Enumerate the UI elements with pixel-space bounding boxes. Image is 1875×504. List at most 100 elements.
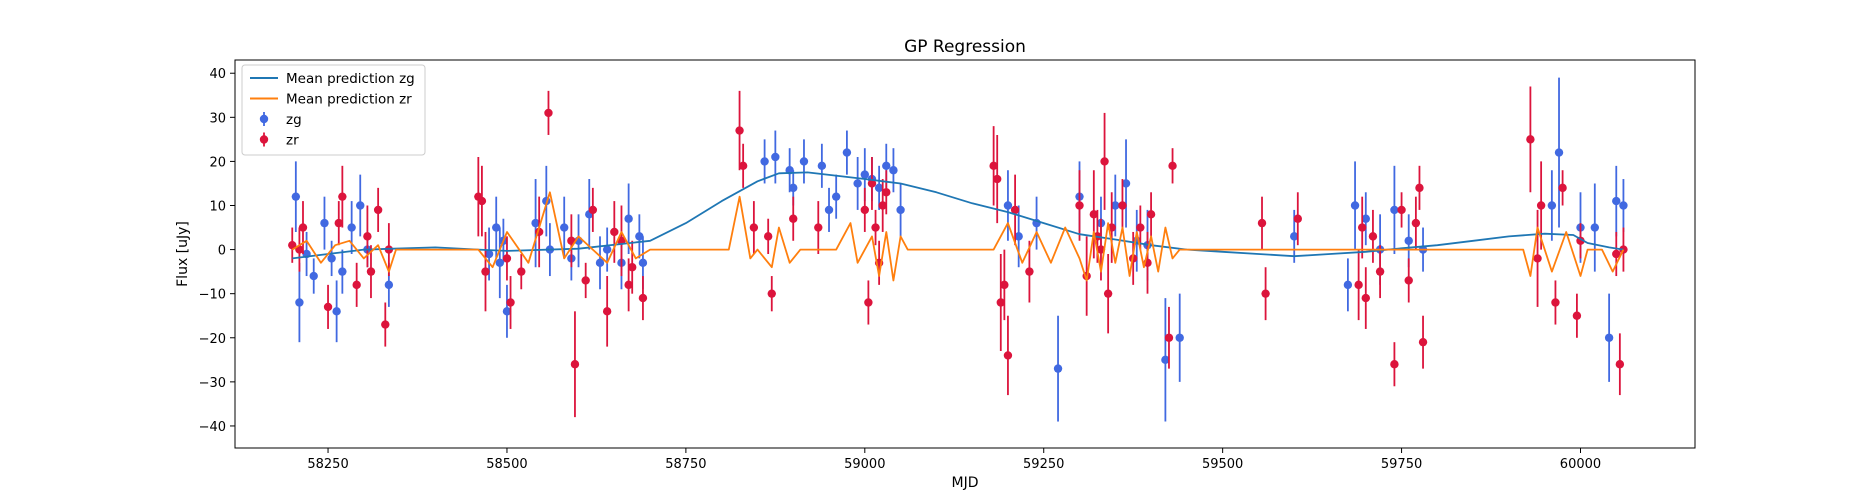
- data-point-zg: [560, 223, 569, 232]
- data-point-zr: [1136, 223, 1145, 232]
- data-point-zr: [570, 360, 580, 369]
- data-point-zr: [628, 263, 637, 272]
- legend-entry: Mean prediction zg: [250, 71, 415, 87]
- y-axis-label: Flux [uJy]: [175, 221, 191, 287]
- data-point-zr: [323, 302, 333, 312]
- data-point-zr: [789, 214, 798, 223]
- data-point-zr: [1368, 232, 1378, 241]
- data-point-zr: [338, 192, 347, 201]
- data-point-zg: [638, 258, 648, 268]
- data-point-zr: [581, 276, 590, 285]
- series-zr: [288, 86, 1628, 418]
- data-point-zr: [506, 298, 515, 307]
- data-point-zr: [1533, 254, 1542, 263]
- y-tick-label: 30: [209, 111, 226, 126]
- data-point-zr: [381, 320, 390, 329]
- plot-data-layer: [288, 77, 1628, 422]
- data-point-zr: [735, 126, 744, 135]
- data-point-zr: [1404, 276, 1413, 285]
- data-point-zg: [531, 218, 540, 228]
- chart-title: GP Regression: [904, 37, 1026, 57]
- data-point-zg: [295, 298, 304, 307]
- legend-entry: Mean prediction zr: [250, 92, 412, 108]
- data-point-zr: [1551, 298, 1560, 307]
- data-point-zg: [1161, 355, 1170, 365]
- data-point-zg: [799, 157, 809, 166]
- data-point-zr: [1615, 360, 1625, 369]
- data-point-zg: [1350, 201, 1360, 210]
- data-point-zr: [878, 201, 887, 210]
- data-point-zr: [588, 205, 598, 215]
- data-point-zg: [1121, 179, 1131, 188]
- data-point-zr: [1118, 201, 1127, 210]
- data-point-zr: [1354, 280, 1363, 290]
- legend-entry: zg: [259, 112, 302, 128]
- data-point-zr: [610, 227, 619, 237]
- y-tick-label: 40: [209, 67, 226, 82]
- y-tick-label: 20: [209, 155, 226, 170]
- data-point-zr: [366, 267, 376, 276]
- data-point-zr: [871, 223, 880, 232]
- data-point-zr: [602, 307, 612, 316]
- data-point-zr: [1146, 210, 1156, 219]
- data-point-zg: [1003, 201, 1013, 210]
- legend-box: [241, 64, 426, 156]
- x-tick-label: 58500: [486, 457, 527, 472]
- series-line-Mean prediction zr: [291, 191, 1625, 282]
- data-point-zg: [595, 258, 605, 268]
- data-point-zr: [1100, 157, 1109, 166]
- data-point-zr: [624, 280, 633, 290]
- data-point-zg: [1604, 333, 1614, 342]
- data-point-zr: [882, 188, 891, 197]
- data-point-zg: [332, 307, 341, 316]
- data-point-zg: [1619, 201, 1628, 210]
- data-point-zg: [635, 232, 644, 241]
- data-point-zr: [763, 232, 773, 241]
- data-point-zg: [338, 267, 347, 276]
- data-point-zg: [842, 148, 852, 157]
- data-point-zr: [481, 267, 490, 276]
- data-point-zr: [1411, 218, 1421, 228]
- data-point-zg: [789, 183, 798, 193]
- legend-label: zg: [286, 112, 302, 128]
- data-point-zr: [1397, 205, 1406, 215]
- data-point-zg: [1111, 201, 1120, 210]
- data-point-zg: [502, 307, 512, 316]
- data-point-zr: [1358, 223, 1367, 232]
- data-point-zr: [738, 161, 748, 171]
- data-point-zr: [638, 293, 648, 303]
- data-point-zr: [1418, 337, 1428, 347]
- data-point-zg: [1390, 205, 1399, 215]
- data-point-zg: [1343, 280, 1353, 290]
- data-point-zr: [363, 232, 372, 241]
- data-point-zg: [484, 249, 494, 259]
- data-point-zr: [1003, 351, 1013, 360]
- data-point-zg: [624, 214, 633, 223]
- data-point-zg: [320, 218, 329, 228]
- data-point-zr: [517, 267, 526, 276]
- data-point-zg: [492, 223, 501, 232]
- data-point-zr: [860, 205, 870, 215]
- data-point-zr: [1168, 161, 1177, 171]
- data-point-zr: [1415, 183, 1424, 193]
- data-point-zr: [1025, 267, 1034, 276]
- x-tick-label: 59750: [1381, 457, 1422, 472]
- data-point-zg: [817, 161, 827, 171]
- axes: 58250 58500 58750 59000 59250 59500 59750 60000…: [199, 67, 1602, 472]
- data-point-zr: [1612, 249, 1621, 259]
- data-point-zr: [352, 280, 361, 290]
- data-point-zr: [1010, 205, 1020, 215]
- legend: Mean prediction zg Mean prediction zr zg zr: [241, 64, 426, 156]
- data-point-zr: [502, 254, 512, 263]
- legend-label: Mean prediction zg: [286, 71, 415, 87]
- data-point-zg: [1554, 148, 1564, 157]
- data-point-zg: [889, 166, 898, 175]
- data-point-zr: [989, 161, 998, 171]
- y-tick-label: 10: [209, 200, 226, 215]
- y-tick-label: −10: [199, 288, 226, 303]
- data-point-zr: [1390, 360, 1399, 369]
- data-point-zr: [1075, 201, 1084, 210]
- y-tick-label: 0: [218, 244, 226, 259]
- data-point-zg: [1053, 364, 1063, 373]
